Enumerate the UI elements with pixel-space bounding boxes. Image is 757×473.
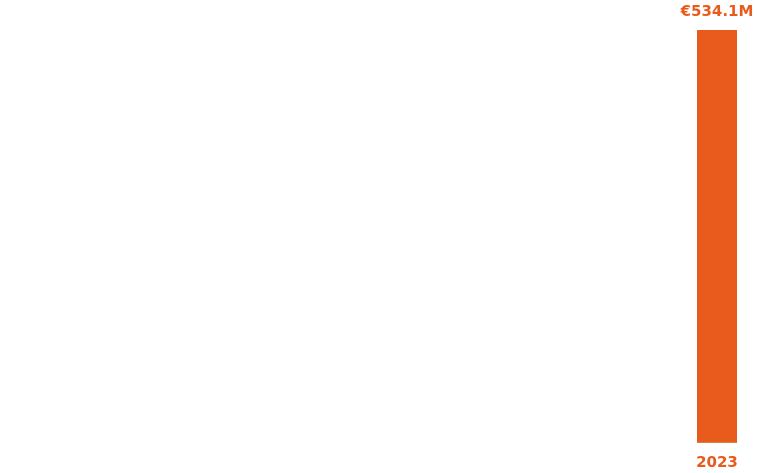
bars-group [697, 30, 737, 442]
category-label: 2023 [696, 453, 738, 471]
bar-2023 [697, 30, 737, 442]
labels-group: €534.1M 2023 [680, 2, 754, 471]
bar-value-label: €534.1M [680, 2, 754, 20]
